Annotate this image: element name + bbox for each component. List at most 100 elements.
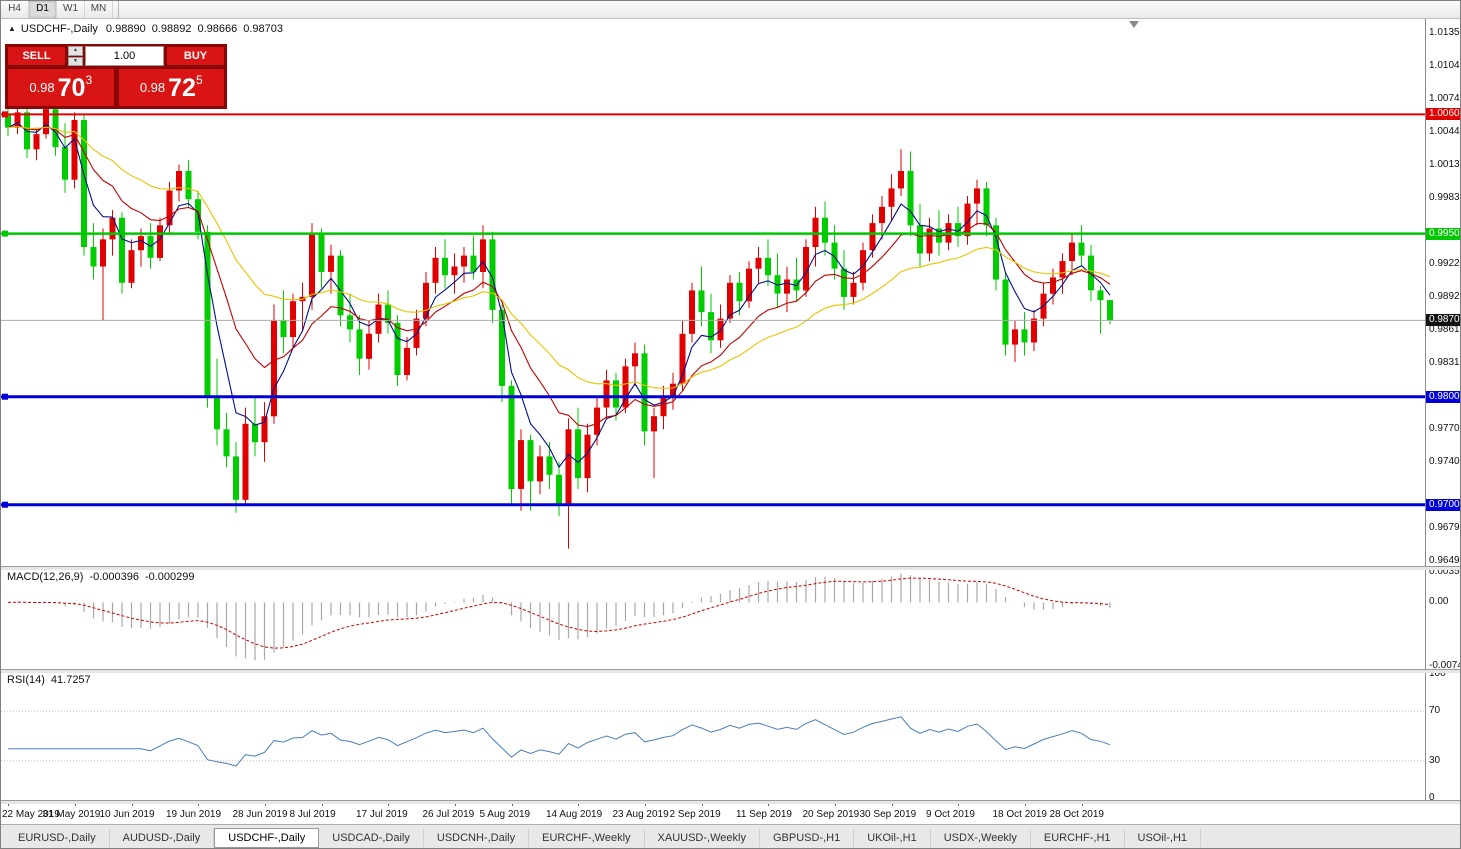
date-label: 9 Oct 2019 bbox=[926, 809, 975, 820]
time-axis[interactable]: 22 May 2019 31 May 2019 10 Jun 2019 19 Jun … bbox=[1, 802, 1425, 824]
time-tick bbox=[578, 802, 579, 806]
hline-price-label: 1.00602 bbox=[1426, 108, 1460, 121]
buy-button[interactable]: BUY bbox=[166, 46, 225, 66]
time-tick bbox=[74, 802, 76, 806]
chart-tab-ukoil-h1[interactable]: UKOil-,H1 bbox=[854, 828, 931, 847]
chart-tab-usoil-h1[interactable]: USOil-,H1 bbox=[1125, 828, 1202, 847]
time-tick bbox=[891, 802, 893, 806]
chart-tab-usdcnh-daily[interactable]: USDCNH-,Daily bbox=[424, 828, 530, 847]
macd-axis-label: 0.003574 bbox=[1429, 566, 1460, 577]
timeframe-button-w1[interactable]: W1 bbox=[57, 1, 85, 18]
time-tick bbox=[701, 802, 703, 806]
macd-histogram bbox=[16, 573, 1111, 661]
macd-value-signal: -0.000299 bbox=[144, 571, 195, 583]
price-chart-canvas[interactable] bbox=[1, 18, 1425, 566]
chart-tab-gbpusd-h1[interactable]: GBPUSD-,H1 bbox=[760, 828, 855, 847]
rsi-axis-label: 30 bbox=[1429, 754, 1441, 766]
date-label: 14 Aug 2019 bbox=[546, 809, 603, 820]
time-tick bbox=[264, 802, 266, 806]
price-tick-label: 0.99225 bbox=[1429, 257, 1460, 269]
macd-label: MACD(12,26,9) -0.000396 -0.000299 bbox=[7, 571, 195, 583]
panel-splitter[interactable] bbox=[1, 566, 1460, 570]
price-axis[interactable]: 1.01350 1.01045 1.00740 1.00440 1.00135 0.998… bbox=[1425, 18, 1460, 803]
sell-price-base: 0.98 bbox=[29, 80, 55, 95]
chart-area[interactable]: 1.01350 1.01045 1.00740 1.00440 1.00135 0.998… bbox=[1, 18, 1460, 824]
rsi-line bbox=[8, 716, 1111, 767]
price-tick-label: 1.01045 bbox=[1429, 60, 1460, 72]
chart-tab-usdx-weekly[interactable]: USDX-,Weekly bbox=[931, 828, 1031, 847]
chart-tab-eurchf-weekly[interactable]: EURCHF-,Weekly bbox=[529, 828, 645, 847]
price-tick-label: 0.96795 bbox=[1429, 521, 1460, 533]
time-tick bbox=[511, 802, 513, 806]
date-label: 22 May 2019 bbox=[2, 809, 60, 820]
date-label: 23 Aug 2019 bbox=[612, 809, 669, 820]
date-label: 20 Sep 2019 bbox=[802, 809, 860, 820]
volume-input[interactable] bbox=[85, 46, 164, 66]
buy-price-base: 0.98 bbox=[139, 80, 166, 95]
date-label: 17 Jul 2019 bbox=[356, 809, 408, 820]
horizontal-line-0.99503 bbox=[1, 230, 1425, 237]
bid-price-label: 0.98703 bbox=[1426, 314, 1460, 327]
sell-price-sup: 3 bbox=[85, 73, 93, 87]
date-label: 31 May 2019 bbox=[42, 809, 101, 820]
date-label: 28 Jun 2019 bbox=[232, 809, 288, 820]
timeframe-toolbar: H4 D1 W1 MN bbox=[1, 1, 1460, 19]
rsi-axis-label: 70 bbox=[1429, 705, 1441, 717]
rsi-label: RSI(14) 41.7257 bbox=[7, 674, 91, 686]
macd-signal-line bbox=[7, 577, 1111, 649]
buy-price-sup: 5 bbox=[195, 73, 203, 87]
buy-price-display[interactable]: 0.98 72 5 bbox=[117, 68, 225, 107]
time-tick bbox=[321, 802, 323, 806]
time-tick bbox=[768, 802, 769, 806]
date-label: 11 Sep 2019 bbox=[736, 809, 792, 820]
macd-value-main: -0.000396 bbox=[89, 571, 139, 583]
hline-price-label: 0.99503 bbox=[1426, 227, 1460, 240]
chart-tab-xauusd-weekly[interactable]: XAUUSD-,Weekly bbox=[645, 828, 760, 847]
time-tick bbox=[1081, 802, 1083, 806]
buy-price-big: 72 bbox=[168, 73, 196, 102]
chart-tab-eurchf-h1[interactable]: EURCHF-,H1 bbox=[1031, 828, 1125, 847]
sell-button[interactable]: SELL bbox=[7, 46, 66, 66]
date-label: 8 Jul 2019 bbox=[289, 809, 336, 820]
timeframe-button-h4[interactable]: H4 bbox=[1, 1, 29, 18]
time-tick bbox=[1024, 802, 1026, 806]
volume-spinner-down-icon[interactable]: ▼ bbox=[68, 56, 83, 66]
panel-splitter[interactable] bbox=[1, 800, 1460, 804]
date-label: 2 Sep 2019 bbox=[669, 809, 721, 820]
price-tick-label: 1.00135 bbox=[1429, 159, 1460, 170]
toolbar-divider bbox=[118, 1, 119, 18]
macd-axis-label: 0.00 bbox=[1429, 596, 1449, 608]
candles bbox=[5, 98, 1113, 549]
date-label: 30 Sep 2019 bbox=[859, 809, 917, 820]
sell-price-display[interactable]: 0.98 70 3 bbox=[7, 68, 115, 107]
price-tick-label: 1.01350 bbox=[1429, 27, 1460, 39]
volume-spinner: ▲ ▼ bbox=[68, 46, 83, 66]
volume-spinner-up-icon[interactable]: ▲ bbox=[68, 46, 83, 56]
macd-indicator-chart[interactable] bbox=[1, 569, 1425, 669]
timeframe-button-d1[interactable]: D1 bbox=[29, 1, 57, 18]
chart-tab-eurusd-daily[interactable]: EURUSD-,Daily bbox=[5, 828, 110, 847]
chart-tab-usdchf-daily[interactable]: USDCHF-,Daily bbox=[214, 827, 320, 848]
ma-line-12 bbox=[7, 124, 1111, 428]
rsi-indicator-chart[interactable] bbox=[1, 672, 1425, 800]
chart-tab-usdcad-daily[interactable]: USDCAD-,Daily bbox=[319, 828, 424, 847]
timeframe-button-mn[interactable]: MN bbox=[85, 1, 113, 18]
horizontal-line-0.97005 bbox=[1, 501, 1425, 508]
ma-line-5 bbox=[7, 121, 1111, 469]
time-tick bbox=[131, 802, 133, 806]
macd-axis-label: -0.00749 bbox=[1429, 660, 1460, 671]
time-tick bbox=[8, 802, 9, 806]
ohlc-close: 0.98703 bbox=[243, 23, 283, 35]
horizontal-line-0.98000 bbox=[1, 393, 1425, 400]
chart-tab-audusd-daily[interactable]: AUDUSD-,Daily bbox=[110, 828, 215, 847]
ohlc-open: 0.98890 bbox=[105, 23, 146, 35]
price-tick-label: 0.96490 bbox=[1429, 554, 1460, 566]
time-tick bbox=[644, 802, 646, 806]
ohlc-low: 0.98666 bbox=[197, 23, 238, 35]
collapse-arrow-icon[interactable]: ▲ bbox=[8, 24, 16, 33]
panel-splitter[interactable] bbox=[1, 669, 1460, 673]
